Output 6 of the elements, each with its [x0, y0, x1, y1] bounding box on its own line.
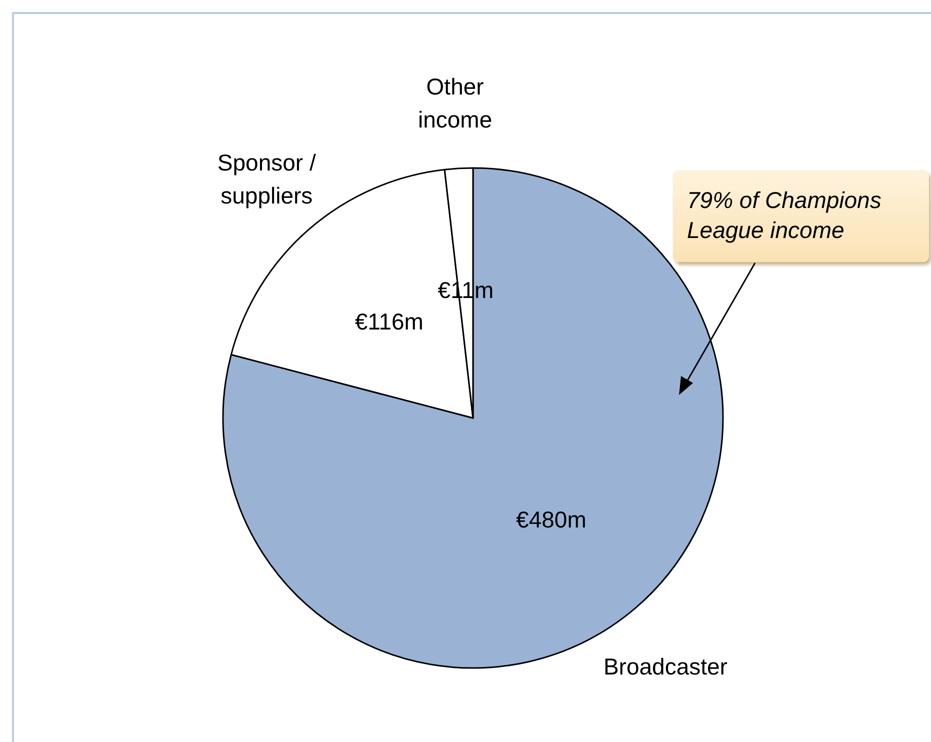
slice-label: Sponsor / suppliers: [216, 148, 317, 211]
data-label: €116m: [354, 308, 424, 334]
text: 79% of Champions League income: [673, 170, 929, 262]
data-label: €480m: [516, 506, 586, 532]
slice-label: Broadcaster: [603, 652, 728, 682]
slice-label: Other income: [416, 72, 494, 134]
